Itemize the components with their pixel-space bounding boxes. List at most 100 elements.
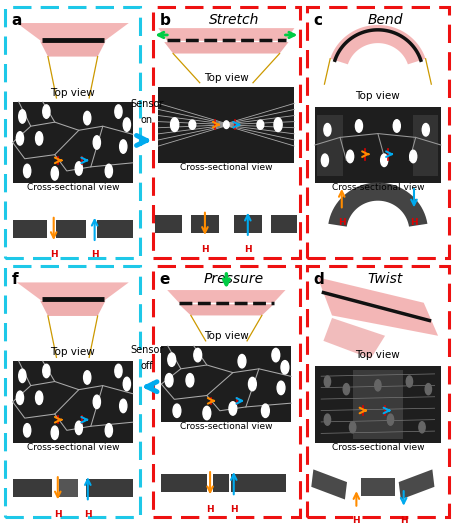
- Bar: [361, 478, 395, 496]
- Circle shape: [115, 364, 122, 378]
- Circle shape: [123, 118, 131, 132]
- Text: f: f: [11, 272, 18, 287]
- Circle shape: [24, 423, 31, 437]
- Bar: [13, 479, 52, 497]
- Bar: [13, 102, 133, 183]
- Circle shape: [277, 381, 285, 395]
- Text: Top view: Top view: [355, 91, 400, 101]
- Circle shape: [422, 124, 430, 136]
- Circle shape: [84, 112, 91, 125]
- Ellipse shape: [274, 118, 282, 132]
- Text: H: H: [230, 505, 238, 514]
- Text: H: H: [400, 516, 408, 524]
- Bar: [315, 107, 441, 183]
- Circle shape: [238, 354, 246, 368]
- Text: Top view: Top view: [204, 73, 249, 83]
- Bar: [162, 346, 292, 422]
- Text: Sensor: Sensor: [130, 345, 163, 355]
- Text: Twist: Twist: [367, 272, 403, 286]
- Circle shape: [35, 132, 43, 145]
- Polygon shape: [164, 42, 288, 53]
- Circle shape: [387, 414, 394, 425]
- Circle shape: [321, 154, 329, 167]
- Polygon shape: [17, 23, 129, 41]
- Polygon shape: [318, 277, 438, 336]
- Circle shape: [324, 414, 331, 425]
- Bar: [13, 220, 47, 238]
- Circle shape: [419, 422, 425, 433]
- Bar: [234, 215, 262, 233]
- Bar: [311, 470, 347, 499]
- Circle shape: [262, 404, 269, 418]
- Text: Top view: Top view: [204, 331, 249, 341]
- Polygon shape: [329, 182, 427, 226]
- Ellipse shape: [224, 121, 229, 128]
- Polygon shape: [179, 304, 274, 315]
- Polygon shape: [17, 282, 129, 300]
- Text: Cross-sectional view: Cross-sectional view: [26, 442, 119, 452]
- Polygon shape: [324, 318, 385, 358]
- Circle shape: [105, 164, 112, 178]
- Circle shape: [43, 105, 50, 118]
- Ellipse shape: [171, 118, 179, 132]
- Text: Top view: Top view: [355, 350, 400, 360]
- Circle shape: [355, 119, 363, 132]
- Circle shape: [43, 364, 50, 378]
- Circle shape: [324, 376, 331, 387]
- Circle shape: [347, 150, 354, 163]
- Text: Sensor: Sensor: [130, 99, 163, 109]
- Text: H: H: [410, 218, 418, 227]
- Circle shape: [186, 374, 194, 387]
- Bar: [271, 215, 298, 233]
- Circle shape: [84, 371, 91, 384]
- Bar: [86, 479, 133, 497]
- Circle shape: [281, 361, 289, 374]
- Text: H: H: [338, 218, 345, 227]
- Circle shape: [75, 162, 82, 175]
- Bar: [317, 115, 343, 176]
- Circle shape: [16, 391, 24, 405]
- Bar: [97, 220, 133, 238]
- Ellipse shape: [257, 120, 264, 129]
- Polygon shape: [158, 28, 294, 41]
- Text: d: d: [313, 272, 324, 287]
- Circle shape: [19, 110, 26, 123]
- Text: e: e: [160, 272, 170, 287]
- Ellipse shape: [189, 120, 196, 129]
- Circle shape: [393, 119, 400, 132]
- Bar: [158, 86, 294, 163]
- Text: H: H: [201, 245, 209, 255]
- Circle shape: [105, 423, 112, 437]
- Text: Cross-sectional view: Cross-sectional view: [26, 183, 119, 192]
- Text: a: a: [11, 13, 22, 28]
- Circle shape: [75, 421, 82, 434]
- Text: H: H: [91, 250, 98, 259]
- Polygon shape: [40, 301, 106, 316]
- Text: H: H: [50, 250, 57, 259]
- Circle shape: [35, 391, 43, 405]
- Text: H: H: [54, 510, 61, 519]
- Text: off: off: [141, 361, 153, 371]
- Circle shape: [406, 376, 413, 387]
- Bar: [413, 115, 439, 176]
- Circle shape: [120, 399, 127, 412]
- Text: H: H: [244, 245, 252, 255]
- Circle shape: [194, 348, 202, 362]
- Circle shape: [229, 402, 237, 415]
- Bar: [59, 479, 78, 497]
- Circle shape: [375, 380, 381, 391]
- Text: Pressure: Pressure: [204, 272, 264, 286]
- Circle shape: [381, 154, 388, 167]
- Bar: [191, 215, 219, 233]
- Circle shape: [123, 377, 131, 391]
- Text: H: H: [84, 510, 91, 519]
- Text: on: on: [141, 115, 153, 125]
- Circle shape: [168, 353, 176, 366]
- Polygon shape: [167, 290, 286, 303]
- Text: H: H: [206, 505, 214, 514]
- Bar: [315, 366, 441, 442]
- Bar: [156, 215, 182, 233]
- Bar: [162, 474, 286, 492]
- Circle shape: [120, 140, 127, 153]
- Circle shape: [115, 105, 122, 118]
